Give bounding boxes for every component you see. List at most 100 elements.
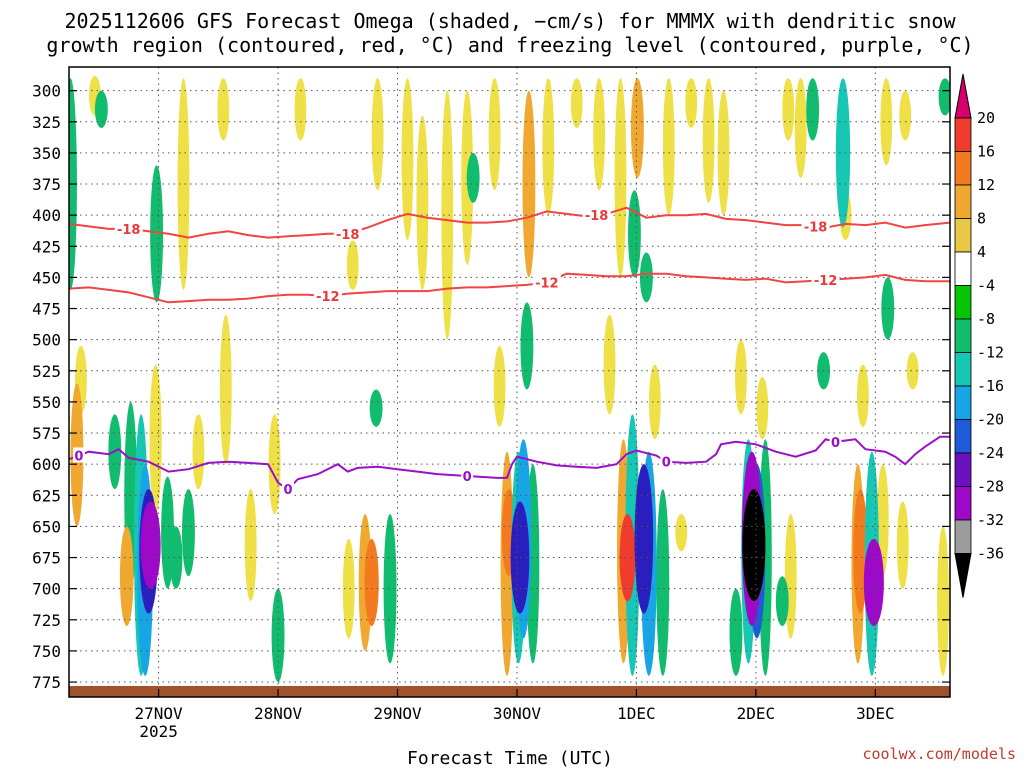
x-axis-label: Forecast Time (UTC) [407, 748, 613, 768]
colorbar-band [954, 151, 972, 186]
omega-cell [648, 364, 661, 440]
credit-link[interactable]: coolwx.com/models [862, 745, 1016, 763]
colorbar-band [954, 385, 972, 420]
colorbar-band [954, 352, 972, 387]
contour-label-bg [532, 274, 561, 290]
colorbar: 20 16 12 8 4 -4 -8 -12 -16 -20 -24 -28 -32 -36 [954, 73, 1004, 598]
omega-cell [880, 78, 893, 166]
omega-cell [775, 576, 789, 627]
plot-area: -18 -18 -18 -18 -12 -12 -12 0 0 0 0 0 [68, 66, 951, 698]
contour-label: -12 [535, 276, 559, 291]
omega-cell [219, 314, 232, 465]
y-tick-label: 475 [32, 300, 61, 319]
contour-labels: -18 -18 -18 -18 -12 -12 -12 0 0 0 0 0 [72, 207, 842, 498]
y-tick-label: 325 [32, 113, 61, 132]
colorbar-top-arrow [954, 73, 972, 119]
omega-cell [662, 78, 675, 216]
colorbar-band [954, 117, 972, 152]
y-tick-label: 550 [32, 393, 61, 412]
colorbar-band [954, 285, 972, 320]
colorbar-label: 8 [977, 210, 986, 228]
contour-dgz-top [69, 206, 950, 239]
omega-cell [416, 115, 429, 290]
omega-cell [938, 78, 950, 116]
contour-label: -18 [336, 228, 360, 243]
plot-frame [68, 66, 951, 698]
omega-cell [140, 501, 161, 589]
colorbar-label: 12 [977, 176, 995, 194]
omega-cell [150, 165, 164, 303]
y-tick-label: 450 [32, 268, 61, 287]
colorbar-band [954, 419, 972, 454]
contour-label: 0 [74, 449, 83, 464]
y-tick-label: 400 [32, 206, 61, 225]
omega-cell [244, 489, 257, 602]
colorbar-band [954, 184, 972, 219]
colorbar-label: 20 [977, 109, 995, 127]
omega-cell [899, 90, 912, 141]
omega-cell [268, 414, 281, 514]
omega-cell [346, 240, 359, 290]
omega-cell [675, 513, 688, 552]
omega-cell [119, 526, 134, 627]
colorbar-label: -24 [977, 444, 1004, 462]
colorbar-label: -32 [977, 511, 1004, 529]
y-tick-label: 575 [32, 424, 61, 443]
omega-cell [685, 78, 698, 129]
x-tick-sublabel: 2025 [139, 722, 178, 741]
omega-cell [896, 501, 909, 589]
contour-label-bg [829, 433, 842, 449]
y-tick-label: 725 [32, 611, 61, 630]
omega-cell [835, 78, 851, 228]
contour-label-bg [333, 225, 362, 241]
colorbar-band [954, 452, 972, 487]
omega-cell [863, 538, 884, 627]
contour-label: -18 [585, 209, 609, 224]
y-tick-label: 600 [32, 455, 61, 474]
y-tick-label: 350 [32, 144, 61, 163]
y-axis: 300 325 350 375 400 425 450 475 500 525 550 575 600 6… [32, 82, 950, 692]
contour-dgz-bottom [69, 272, 950, 304]
omega-cell [369, 389, 383, 427]
omega-cell [634, 464, 654, 614]
y-tick-label: 300 [32, 82, 61, 101]
omega-cell [756, 377, 769, 440]
y-tick-label: 425 [32, 237, 61, 256]
x-tick-label: 3DEC [856, 704, 895, 723]
omega-cell [182, 489, 195, 577]
contour-label-bg [660, 453, 673, 469]
x-tick-label: 1DEC [617, 704, 656, 723]
omega-cell [342, 538, 355, 639]
omega-cell [794, 78, 807, 178]
y-tick-label: 525 [32, 362, 61, 381]
gridlines [69, 67, 950, 697]
y-tick-label: 750 [32, 642, 61, 661]
omega-cell [906, 352, 919, 390]
contour-label: 0 [662, 456, 671, 471]
x-tick-label: 2DEC [737, 704, 776, 723]
omega-cell [217, 78, 230, 141]
omega-cell [570, 78, 583, 129]
omega-cell [522, 90, 536, 278]
colorbar-bottom-arrow [954, 553, 972, 598]
omega-cell [294, 78, 307, 141]
colorbar-band [954, 486, 972, 521]
colorbar-band [954, 251, 972, 286]
omega-cell [371, 78, 384, 191]
colorbar-label: -28 [977, 478, 1004, 496]
omega-cell [488, 78, 501, 191]
omega-cell [510, 501, 530, 614]
y-tick-label: 375 [32, 175, 61, 194]
omega-cell [94, 90, 108, 129]
contour-label-bg [282, 481, 295, 497]
contour-label: -12 [316, 290, 340, 305]
contour-label: 0 [463, 470, 472, 485]
omega-cell [383, 513, 397, 664]
terrain-ground [69, 686, 950, 697]
colorbar-label: -12 [977, 344, 1004, 362]
omega-cell [542, 78, 555, 216]
omega-cell [937, 526, 949, 676]
colorbar-label: -36 [977, 545, 1004, 563]
omega-cell [856, 364, 869, 427]
